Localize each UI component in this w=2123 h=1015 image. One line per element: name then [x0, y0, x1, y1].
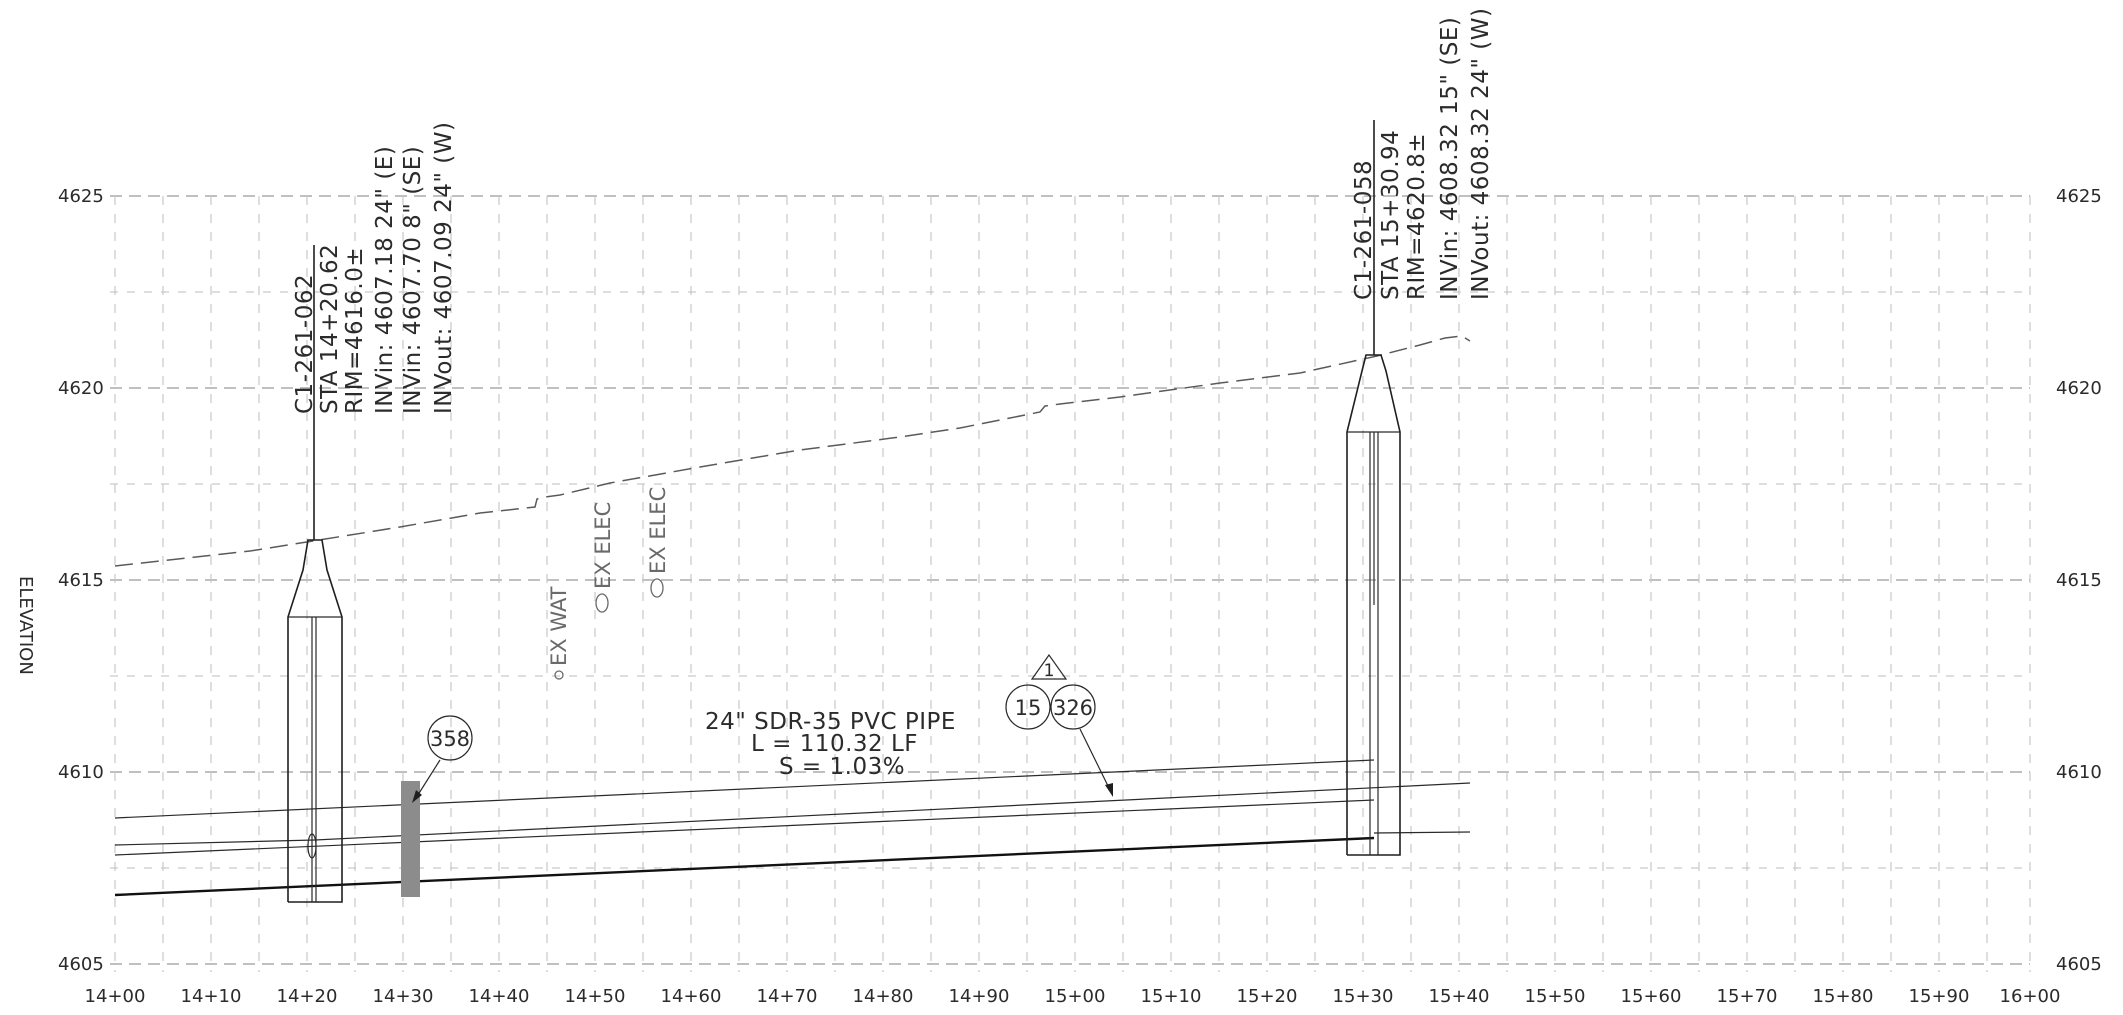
- station-label: 15+00: [1045, 986, 1106, 1007]
- manhole-east-annotation: C1-261-058 STA 15+30.94 RIM=4620.8± INVi…: [1351, 8, 1494, 300]
- station-grid: [114, 196, 2031, 972]
- callout-326-label: 326: [1053, 696, 1093, 720]
- station-label: 14+30: [373, 986, 434, 1007]
- mh-west-station: STA 14+20.62: [317, 244, 343, 414]
- station-label: 14+40: [469, 986, 530, 1007]
- elevation-labels-right: 4625 4620 4615 4610 4605: [2056, 186, 2102, 975]
- pipe-note: 24" SDR-35 PVC PIPE L = 110.32 LF S = 1.…: [705, 709, 956, 780]
- elevation-label-4605: 4605: [58, 954, 104, 975]
- mh-west-id: C1-261-062: [292, 274, 318, 414]
- pipe-note-slope: S = 1.03%: [779, 754, 905, 780]
- station-label: 15+40: [1429, 986, 1490, 1007]
- water-crossing-icon: [554, 670, 564, 680]
- util-elec-2-label: EX ELEC: [646, 487, 670, 574]
- manhole-west-annotation: C1-261-062 STA 14+20.62 RIM=4616.0± INVi…: [292, 122, 457, 414]
- util-elec-1-label: EX ELEC: [591, 502, 615, 589]
- mh-east-inv-out: INVout: 4608.32 24" (W): [1468, 8, 1494, 300]
- manhole-west: [287, 245, 343, 903]
- existing-utilities: EX WAT EX ELEC EX ELEC: [547, 487, 670, 680]
- station-label: 14+00: [85, 986, 146, 1007]
- callout-358-label: 358: [430, 727, 470, 751]
- station-label: 15+20: [1237, 986, 1298, 1007]
- mh-east-rim: RIM=4620.8±: [1404, 133, 1430, 300]
- station-label: 14+80: [853, 986, 914, 1007]
- station-label: 15+80: [1813, 986, 1874, 1007]
- elevation-axis-title: ELEVATION: [15, 576, 36, 675]
- elevation-label-4625: 4625: [58, 186, 104, 207]
- elec-crossing-icon: [650, 578, 664, 598]
- station-labels: 14+00 14+10 14+20 14+30 14+40 14+50 14+6…: [85, 986, 2061, 1007]
- revision-triangle-label: 1: [1044, 661, 1055, 681]
- station-label: 16+00: [2000, 986, 2061, 1007]
- callout-15-label: 15: [1015, 696, 1042, 720]
- util-water-label: EX WAT: [547, 586, 571, 666]
- station-label: 15+70: [1717, 986, 1778, 1007]
- arrowhead-icon: [1105, 783, 1113, 797]
- station-label: 14+10: [181, 986, 242, 1007]
- station-label: 15+30: [1333, 986, 1394, 1007]
- station-label: 15+50: [1525, 986, 1586, 1007]
- manhole-east: [1346, 120, 1401, 856]
- station-label: 14+90: [949, 986, 1010, 1007]
- mh-east-station: STA 15+30.94: [1378, 130, 1404, 300]
- elevation-label-right-4615: 4615: [2056, 570, 2102, 591]
- elevation-label-right-4610: 4610: [2056, 762, 2102, 783]
- pipe-note-length: L = 110.32 LF: [751, 731, 918, 757]
- elevation-labels-left: 4625 4620 4615 4610 4605: [58, 186, 104, 975]
- mh-west-inv-in-1: INVin: 4607.18 24" (E): [372, 146, 398, 414]
- elevation-grid: [110, 195, 2030, 965]
- pipe-note-material: 24" SDR-35 PVC PIPE: [705, 709, 956, 735]
- arrowhead-icon: [412, 790, 422, 803]
- callout-15-326: 15 326: [1005, 684, 1113, 797]
- utility-crossing-block: [401, 781, 420, 897]
- existing-ground-line: [114, 335, 1471, 567]
- elevation-label-4620: 4620: [58, 378, 104, 399]
- elevation-label-4610: 4610: [58, 762, 104, 783]
- station-label: 14+50: [565, 986, 626, 1007]
- mh-west-inv-out: INVout: 4607.09 24" (W): [431, 122, 457, 414]
- station-label: 14+70: [757, 986, 818, 1007]
- elevation-label-4615: 4615: [58, 570, 104, 591]
- elec-crossing-icon: [595, 593, 609, 613]
- elevation-label-right-4605: 4605: [2056, 954, 2102, 975]
- mh-west-rim: RIM=4616.0±: [342, 247, 368, 414]
- station-label: 15+60: [1621, 986, 1682, 1007]
- mh-east-inv-in: INVin: 4608.32 15" (SE): [1437, 17, 1463, 300]
- elevation-label-right-4625: 4625: [2056, 186, 2102, 207]
- sewer-pipe: [114, 759, 1471, 897]
- elevation-label-right-4620: 4620: [2056, 378, 2102, 399]
- mh-east-id: C1-261-058: [1351, 160, 1377, 300]
- station-label: 14+20: [277, 986, 338, 1007]
- station-label: 14+60: [661, 986, 722, 1007]
- revision-triangle: 1: [1030, 653, 1068, 681]
- station-label: 15+90: [1909, 986, 1970, 1007]
- mh-west-inv-in-2: INVin: 4607.70 8" (SE): [400, 146, 426, 414]
- callout-358: 358: [412, 715, 473, 803]
- station-label: 15+10: [1141, 986, 1202, 1007]
